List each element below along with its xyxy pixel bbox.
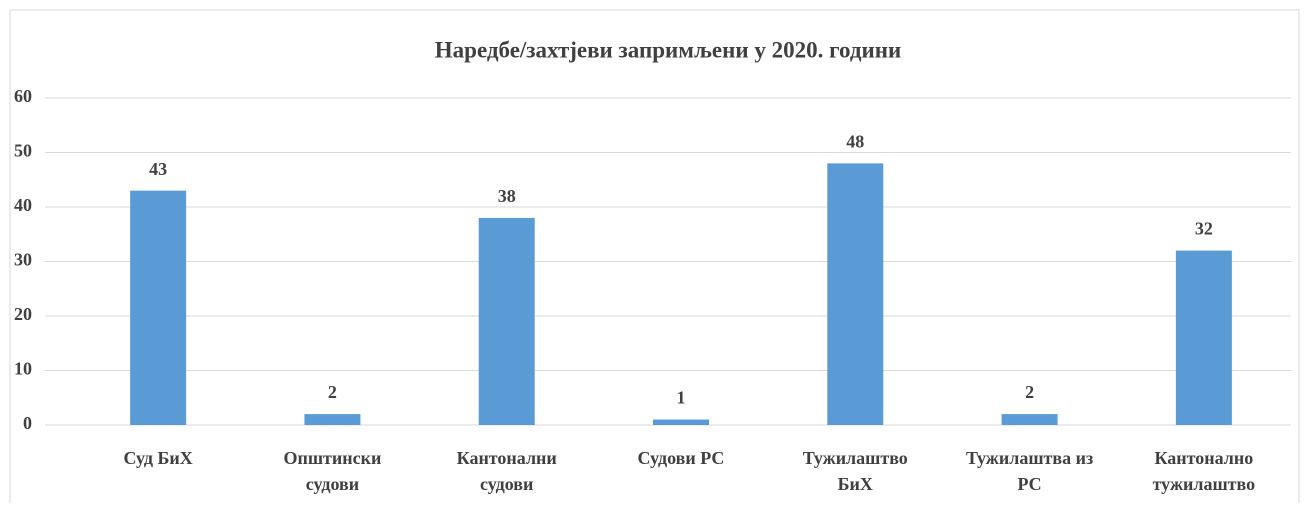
chart-frame <box>9 9 1300 508</box>
value-label: 1 <box>677 388 686 408</box>
value-label: 38 <box>498 186 516 206</box>
bar <box>1175 250 1232 425</box>
value-label: 2 <box>1025 382 1034 402</box>
bar <box>478 217 535 425</box>
y-tick-label: 50 <box>14 141 32 161</box>
bar <box>304 414 361 425</box>
x-tick-label: Кантонални судови <box>457 448 557 494</box>
value-label: 32 <box>1195 219 1213 239</box>
y-tick-label: 0 <box>23 413 32 433</box>
x-tick-label: Тужилаштво БиХ <box>803 448 908 494</box>
bar <box>1001 414 1058 425</box>
x-tick-label: Тужилаштва из РС <box>966 448 1093 494</box>
x-tick-label: Суд БиХ <box>123 448 192 468</box>
y-tick-label: 30 <box>14 250 32 270</box>
y-tick-label: 10 <box>14 359 32 379</box>
value-label: 2 <box>328 382 337 402</box>
chart-title: Наредбе/захтјеви запримљени у 2020. годи… <box>435 37 901 62</box>
value-label: 48 <box>846 132 864 152</box>
bar <box>653 419 709 425</box>
value-label: 43 <box>149 159 167 179</box>
y-tick-label: 20 <box>14 304 32 324</box>
bar <box>130 190 187 425</box>
y-tick-label: 40 <box>14 195 32 215</box>
x-tick-label: Кантонално тужилаштво <box>1153 448 1256 494</box>
bar <box>827 163 884 425</box>
x-tick-label: Судови РС <box>638 448 725 468</box>
x-tick-label: Општински судови <box>283 448 381 494</box>
y-tick-label: 60 <box>14 86 32 106</box>
